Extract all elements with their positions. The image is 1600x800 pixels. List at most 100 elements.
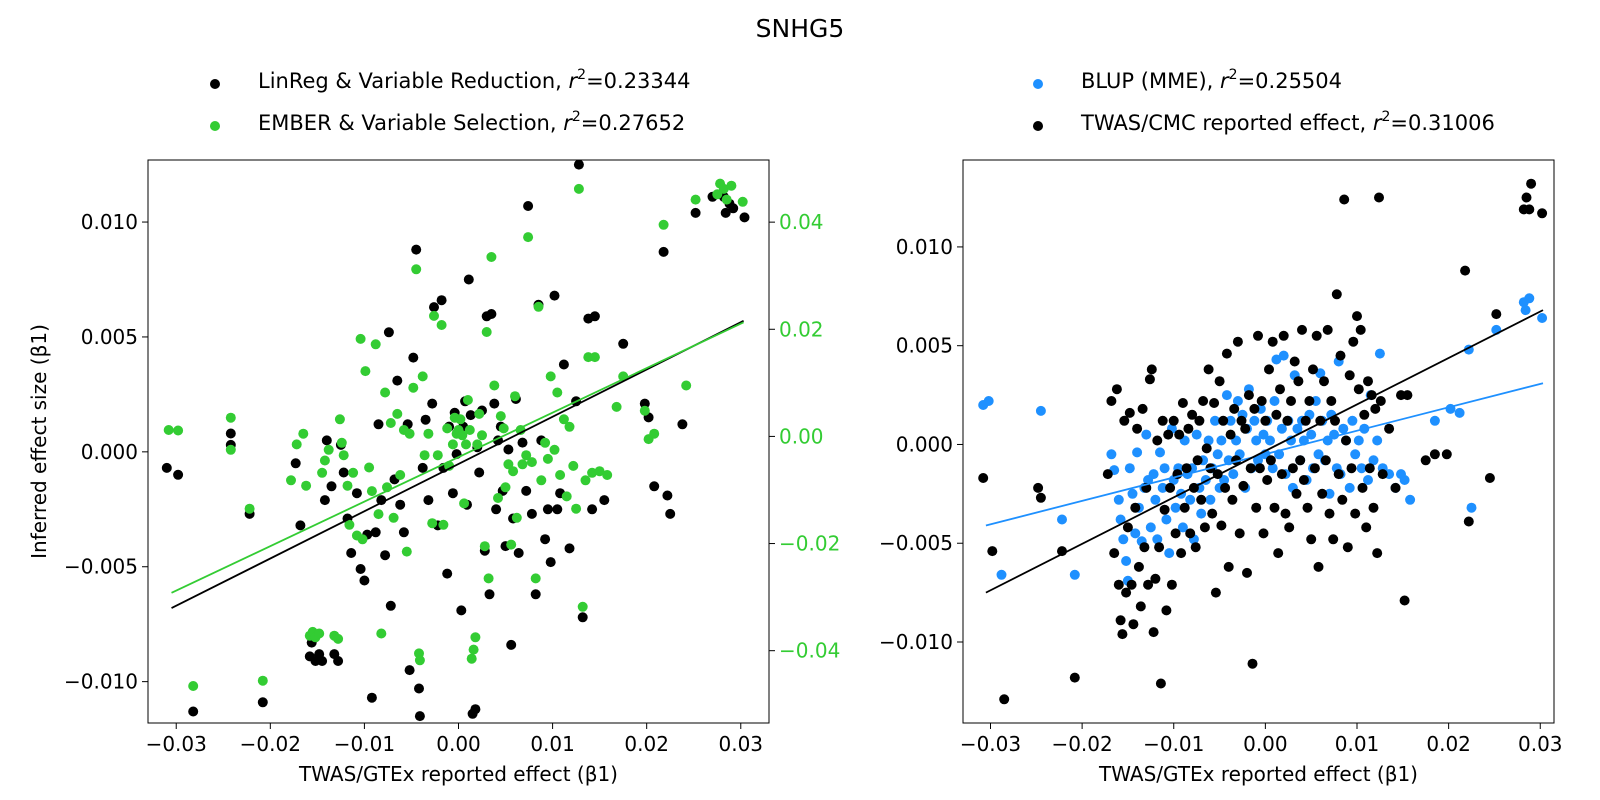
data-point bbox=[465, 410, 476, 421]
data-point bbox=[420, 414, 431, 425]
data-point bbox=[1258, 528, 1269, 539]
data-point bbox=[983, 396, 994, 406]
data-point bbox=[517, 437, 528, 448]
data-point bbox=[599, 495, 610, 506]
data-point bbox=[1214, 376, 1225, 387]
data-point bbox=[690, 207, 701, 218]
data-point bbox=[1521, 192, 1532, 203]
data-point bbox=[342, 480, 353, 491]
data-point bbox=[1265, 435, 1275, 446]
x-tick-label: 0.01 bbox=[530, 732, 575, 756]
data-point bbox=[1121, 587, 1132, 598]
data-point bbox=[1275, 384, 1285, 395]
data-point bbox=[1353, 435, 1364, 446]
data-point bbox=[1273, 548, 1284, 559]
data-point bbox=[1176, 548, 1187, 559]
data-point bbox=[1229, 403, 1240, 414]
data-point bbox=[1300, 415, 1311, 426]
data-point bbox=[1346, 463, 1357, 474]
data-point bbox=[383, 327, 394, 338]
data-point bbox=[1342, 542, 1353, 553]
data-point bbox=[1124, 463, 1135, 474]
x-tick-label: −0.03 bbox=[146, 732, 207, 756]
data-point bbox=[477, 430, 487, 441]
data-point bbox=[1219, 475, 1230, 485]
data-point bbox=[1113, 494, 1124, 505]
data-point bbox=[1216, 435, 1227, 446]
data-point bbox=[1372, 435, 1383, 446]
y-tick-label: −0.005 bbox=[879, 531, 953, 555]
data-point bbox=[1264, 364, 1274, 375]
data-point bbox=[225, 412, 236, 423]
data-point bbox=[463, 274, 474, 285]
data-point bbox=[1348, 336, 1359, 347]
data-point bbox=[978, 473, 989, 483]
data-point bbox=[1238, 480, 1249, 491]
data-point bbox=[1302, 502, 1313, 513]
x-tick-label: −0.01 bbox=[334, 732, 395, 756]
data-point bbox=[530, 573, 541, 584]
data-point bbox=[1243, 390, 1254, 401]
data-point bbox=[380, 550, 391, 561]
data-point bbox=[536, 475, 547, 486]
data-point bbox=[517, 459, 528, 470]
data-point bbox=[521, 485, 532, 496]
data-point bbox=[1187, 409, 1198, 420]
data-point bbox=[1337, 494, 1348, 505]
data-point bbox=[1130, 528, 1141, 539]
data-point bbox=[1144, 374, 1155, 385]
data-point bbox=[1324, 488, 1335, 499]
data-point bbox=[326, 481, 337, 492]
data-point bbox=[392, 375, 403, 386]
data-point bbox=[1069, 569, 1080, 580]
data-point bbox=[1295, 455, 1306, 466]
data-point bbox=[1280, 508, 1291, 519]
data-point bbox=[479, 541, 490, 552]
data-point bbox=[314, 628, 325, 639]
data-point bbox=[1286, 396, 1296, 406]
data-point bbox=[366, 486, 377, 497]
data-point bbox=[523, 201, 534, 211]
data-point bbox=[1454, 407, 1465, 418]
data-point bbox=[521, 450, 532, 461]
x-tick-label: 0.02 bbox=[1426, 732, 1471, 756]
data-point bbox=[291, 439, 302, 450]
data-point bbox=[414, 711, 425, 722]
data-point bbox=[1117, 629, 1128, 640]
x-tick-label: −0.02 bbox=[1051, 732, 1112, 756]
data-point bbox=[1253, 455, 1263, 466]
y-tick-label: 0.000 bbox=[896, 432, 953, 456]
y2-tick-label: 0.04 bbox=[779, 210, 824, 234]
data-point bbox=[526, 508, 537, 519]
y2-tick-label: −0.02 bbox=[779, 532, 840, 556]
data-point bbox=[721, 194, 732, 205]
data-point bbox=[1537, 313, 1548, 323]
data-point bbox=[455, 414, 466, 425]
data-point bbox=[1234, 528, 1245, 539]
plot-area bbox=[161, 160, 750, 722]
data-point bbox=[1338, 423, 1349, 434]
data-point bbox=[395, 499, 406, 510]
data-point bbox=[334, 414, 345, 425]
data-point bbox=[1267, 463, 1278, 474]
data-point bbox=[540, 534, 551, 545]
data-point bbox=[364, 462, 375, 473]
data-point bbox=[360, 366, 371, 377]
data-point bbox=[542, 453, 553, 464]
data-point bbox=[244, 503, 255, 514]
data-point bbox=[564, 421, 575, 432]
data-point bbox=[542, 504, 553, 515]
data-point bbox=[1161, 514, 1172, 525]
data-point bbox=[1524, 293, 1535, 304]
data-point bbox=[489, 380, 500, 391]
data-point bbox=[1155, 447, 1165, 458]
data-point bbox=[317, 467, 328, 478]
data-point bbox=[348, 467, 359, 478]
data-point bbox=[1111, 384, 1122, 395]
data-point bbox=[1133, 561, 1144, 572]
data-point bbox=[1102, 469, 1113, 480]
data-point bbox=[549, 290, 560, 301]
data-point bbox=[1333, 469, 1344, 480]
x-tick-label: 0.00 bbox=[436, 732, 481, 756]
data-point bbox=[408, 382, 419, 393]
